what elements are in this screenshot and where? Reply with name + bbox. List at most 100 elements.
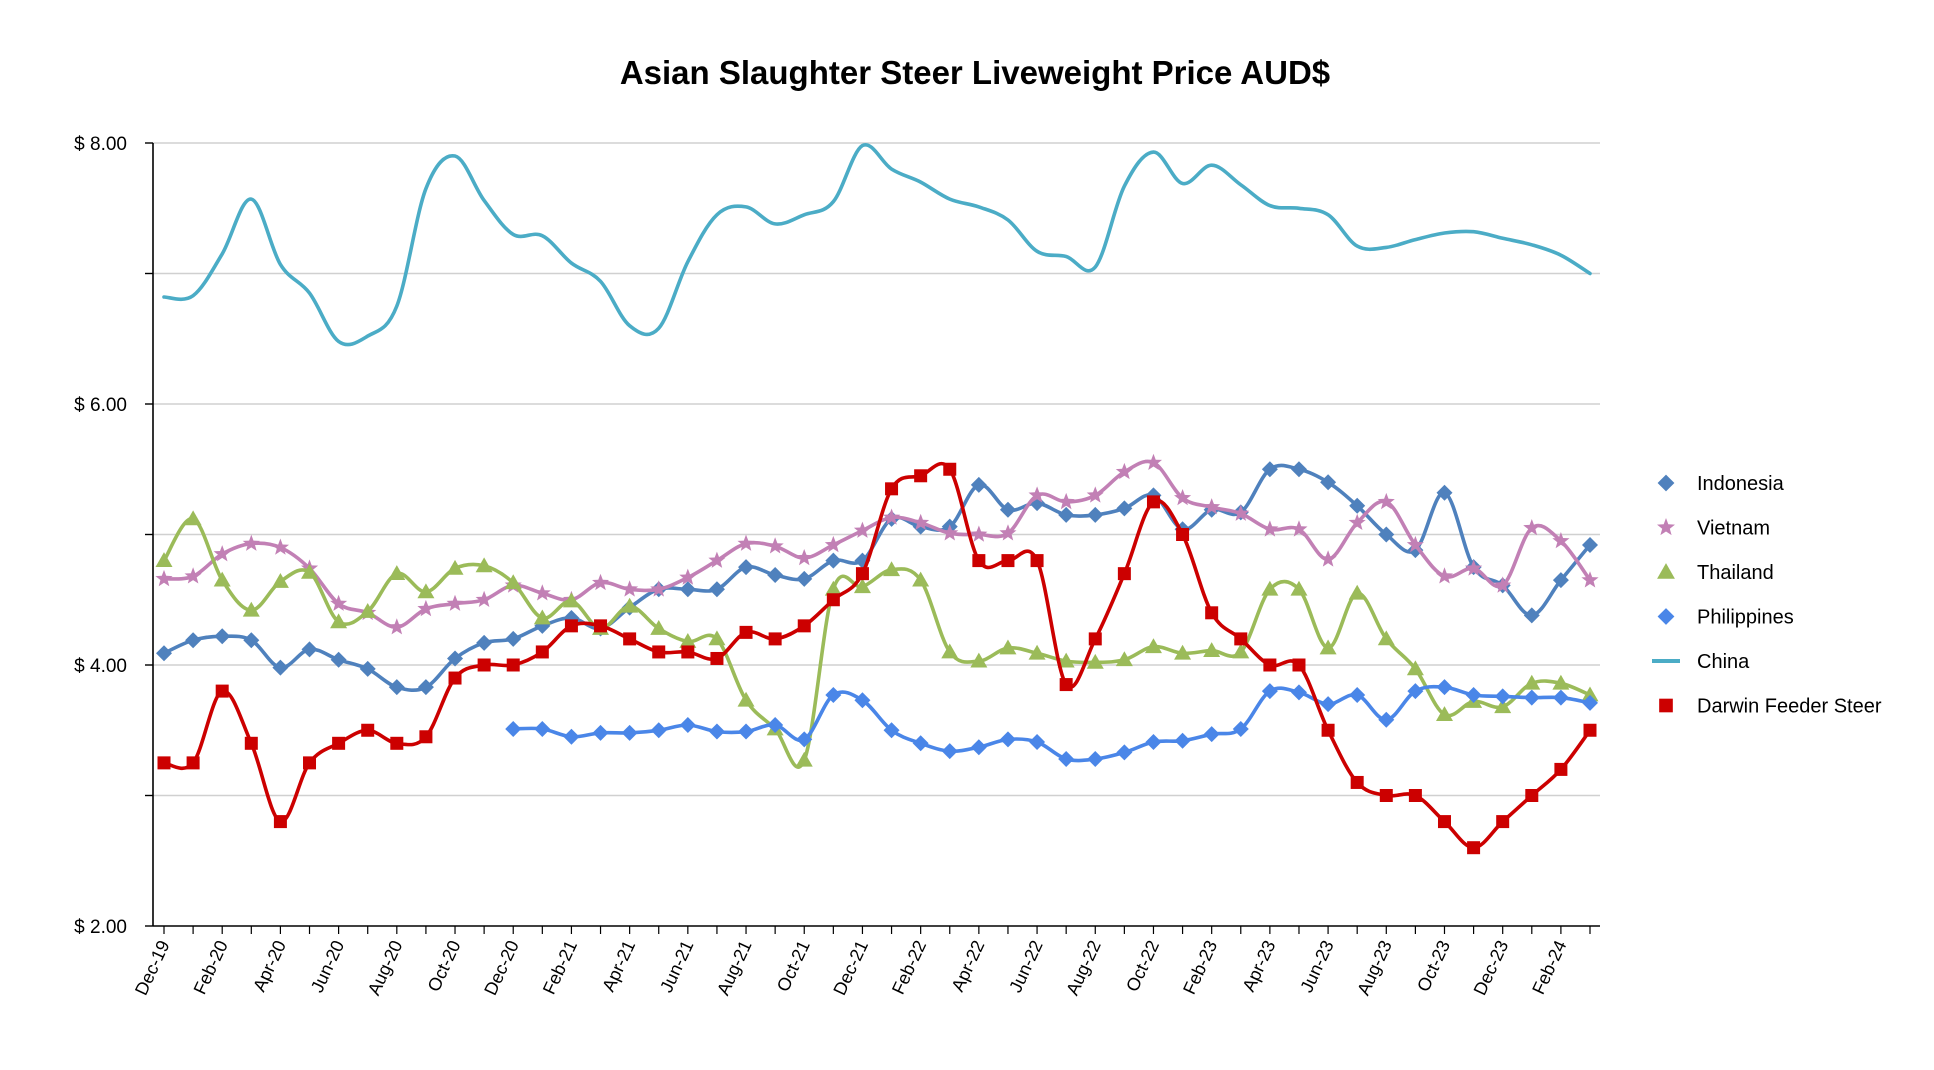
data-point-thailand [1552, 674, 1570, 690]
data-point-darwin-feeder-steer [1379, 789, 1393, 802]
legend-swatch-thailand [1657, 563, 1675, 579]
data-point-vietnam [1406, 535, 1424, 553]
data-point-vietnam [271, 538, 289, 555]
data-point-darwin-feeder-steer [1350, 775, 1364, 789]
data-point-darwin-feeder-steer [1234, 632, 1248, 646]
data-point-vietnam [1232, 504, 1250, 521]
data-point-thailand [417, 583, 435, 599]
x-tick-label: Oct-21 [773, 937, 814, 994]
data-point-darwin-feeder-steer [1088, 632, 1102, 646]
data-point-thailand [271, 572, 289, 588]
y-tick-label: $ 8.00 [74, 134, 127, 155]
data-point-philippines [1232, 720, 1249, 737]
data-point-philippines [999, 731, 1016, 748]
data-point-darwin-feeder-steer [826, 593, 840, 607]
data-point-indonesia [796, 570, 813, 587]
data-point-philippines [1320, 696, 1337, 713]
x-tick-label: Aug-20 [364, 937, 407, 998]
series-darwin-feeder-steer [157, 461, 1597, 855]
data-point-thailand [737, 691, 755, 707]
x-tick-label: Apr-23 [1239, 937, 1280, 994]
data-point-philippines [650, 722, 667, 739]
x-tick-label: Oct-20 [424, 937, 465, 994]
x-tick-label: Apr-22 [948, 937, 989, 994]
data-point-vietnam [155, 569, 173, 587]
data-point-thailand [1086, 653, 1104, 669]
data-point-thailand [970, 652, 988, 668]
legend-swatch-vietnam [1657, 518, 1675, 536]
data-point-philippines [1116, 744, 1133, 761]
x-tick-label: Jun-23 [1296, 937, 1337, 995]
series-thailand [155, 510, 1599, 769]
data-point-indonesia [156, 645, 172, 662]
legend-label-thailand: Thailand [1697, 562, 1774, 584]
data-point-philippines [941, 743, 958, 760]
data-point-indonesia [185, 632, 202, 649]
data-point-darwin-feeder-steer [739, 625, 753, 639]
data-point-indonesia [1436, 484, 1453, 501]
data-point-vietnam [766, 537, 784, 554]
data-point-indonesia [301, 641, 318, 658]
data-point-philippines [679, 717, 696, 734]
data-point-thailand [155, 552, 173, 567]
data-point-thailand [330, 613, 348, 629]
data-point-darwin-feeder-steer [477, 658, 491, 672]
data-point-thailand [1494, 698, 1512, 714]
data-point-vietnam [1494, 576, 1512, 593]
data-point-vietnam [388, 618, 406, 635]
data-point-vietnam [650, 580, 668, 597]
data-point-darwin-feeder-steer [535, 645, 549, 659]
data-point-thailand [1319, 639, 1337, 655]
data-point-darwin-feeder-steer [797, 619, 811, 633]
data-point-darwin-feeder-steer [215, 684, 229, 698]
data-point-philippines [1349, 687, 1366, 704]
data-point-indonesia [1290, 461, 1307, 478]
data-point-thailand [1144, 638, 1162, 654]
data-point-thailand [1261, 580, 1279, 596]
data-point-vietnam [1115, 462, 1133, 480]
data-point-vietnam [1261, 520, 1279, 537]
data-point-indonesia [1378, 526, 1395, 543]
data-point-darwin-feeder-steer [1146, 495, 1160, 509]
x-tick-label: Feb-21 [539, 937, 581, 997]
data-point-philippines [563, 728, 580, 745]
data-point-darwin-feeder-steer [768, 632, 782, 646]
data-point-darwin-feeder-steer [1408, 789, 1422, 802]
data-point-indonesia [214, 628, 231, 645]
legend-swatch-philippines [1657, 608, 1675, 625]
data-point-vietnam [941, 524, 959, 541]
data-point-darwin-feeder-steer [1030, 554, 1044, 568]
data-point-philippines [1145, 733, 1162, 750]
data-point-philippines [1582, 694, 1598, 711]
data-point-indonesia [359, 660, 376, 677]
data-point-philippines [1290, 684, 1307, 701]
legend-item-china: China [1652, 651, 1750, 673]
data-point-thailand [213, 571, 231, 587]
data-point-vietnam [1523, 519, 1541, 536]
data-point-darwin-feeder-steer [594, 619, 608, 633]
data-point-darwin-feeder-steer [506, 658, 520, 672]
data-point-vietnam [592, 573, 610, 591]
data-point-darwin-feeder-steer [1001, 554, 1015, 568]
data-point-darwin-feeder-steer [943, 462, 957, 476]
legend: Indonesia Vietnam Thailand Philippines China… [1652, 473, 1882, 718]
legend-item-thailand: Thailand [1657, 562, 1774, 584]
data-point-thailand [708, 630, 726, 646]
data-point-thailand [1057, 652, 1075, 668]
data-point-vietnam [1057, 492, 1075, 510]
data-point-darwin-feeder-steer [448, 671, 462, 685]
data-point-vietnam [242, 534, 260, 551]
data-point-thailand [562, 592, 580, 608]
data-point-indonesia [970, 476, 987, 493]
y-tick-label: $ 4.00 [74, 656, 127, 677]
data-point-darwin-feeder-steer [623, 632, 637, 646]
data-point-philippines [1029, 733, 1046, 750]
data-point-vietnam [824, 535, 842, 553]
data-point-darwin-feeder-steer [1583, 723, 1597, 737]
data-point-vietnam [708, 551, 726, 568]
data-point-philippines [1174, 732, 1191, 749]
data-point-indonesia [1087, 506, 1104, 523]
data-point-indonesia [1407, 542, 1424, 559]
